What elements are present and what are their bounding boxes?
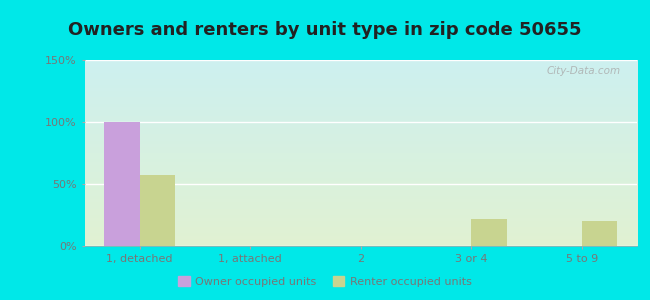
Bar [471,219,506,246]
Legend: Owner occupied units, Renter occupied units: Owner occupied units, Renter occupied un… [174,272,476,291]
Text: City-Data.com: City-Data.com [546,66,620,76]
Bar [140,175,175,246]
Bar [582,221,617,246]
Text: Owners and renters by unit type in zip code 50655: Owners and renters by unit type in zip c… [68,21,582,39]
Bar [105,122,140,246]
